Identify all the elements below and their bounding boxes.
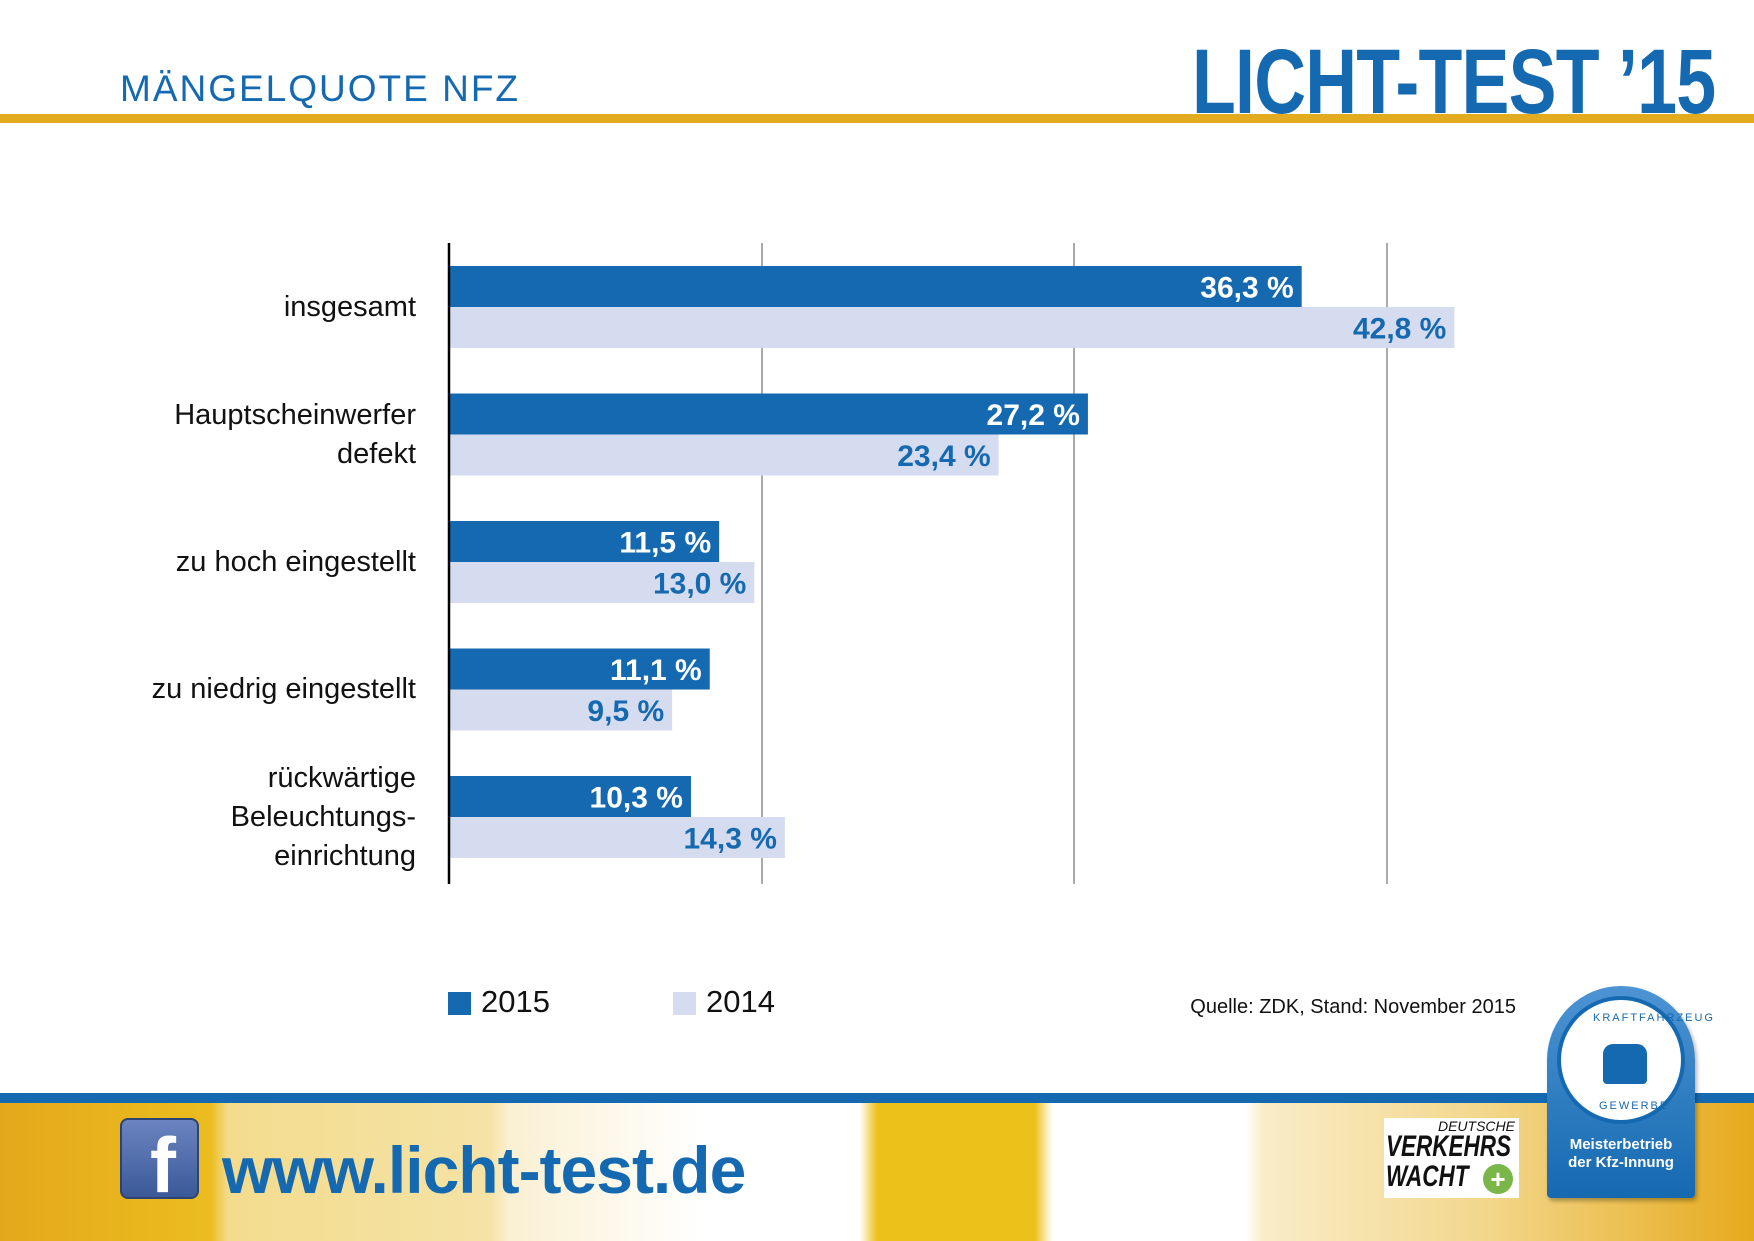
bar-2015 <box>449 393 1088 435</box>
category-label-line: Beleuchtungs- <box>230 800 416 833</box>
chart-subtitle: MÄNGELQUOTE NFZ <box>120 68 521 109</box>
data-label: 13,0 % <box>653 568 746 601</box>
bar-2014 <box>449 434 999 476</box>
header-divider <box>0 114 1754 123</box>
verkehrswacht-logo: DEUTSCHE VERKEHRS WACHT + <box>1384 1118 1519 1198</box>
dvw-line1: DEUTSCHE <box>1437 1118 1515 1134</box>
legend-label-2014: 2014 <box>706 984 775 1019</box>
bar-2015 <box>449 266 1302 307</box>
category-label: zu hoch eingestellt <box>176 543 416 582</box>
footer-stripe <box>0 1093 1754 1103</box>
plus-icon: + <box>1483 1164 1513 1194</box>
dvw-line2: VERKEHRS <box>1386 1130 1512 1163</box>
bar-2015 <box>449 776 691 817</box>
data-label: 9,5 % <box>587 695 664 728</box>
bar-2014 <box>449 307 1455 348</box>
category-label-line: zu hoch eingestellt <box>175 545 416 578</box>
category-label: Hauptscheinwerfer defekt <box>174 396 416 474</box>
car-icon <box>1603 1044 1647 1084</box>
category-label: zu niedrig eingestellt <box>152 670 416 709</box>
data-label: 42,8 % <box>1353 313 1446 346</box>
bar-2015 <box>449 648 710 690</box>
facebook-icon[interactable]: f <box>120 1118 199 1204</box>
badge-line1: Meisterbetrieb <box>1569 1136 1673 1153</box>
data-label: 23,4 % <box>897 440 990 473</box>
category-label-line: Hauptscheinwerfer <box>174 398 416 431</box>
category-label-line: rückwärtige <box>267 761 416 794</box>
legend-label-2015: 2015 <box>481 984 550 1019</box>
category-label-line: insgesamt <box>283 290 416 323</box>
data-label: 36,3 % <box>1200 272 1293 305</box>
category-label: rückwärtige Beleuchtungs-einrichtung <box>231 759 416 876</box>
source-note: Quelle: ZDK, Stand: November 2015 <box>1190 996 1516 1018</box>
dvw-line3: WACHT <box>1386 1160 1469 1193</box>
category-label-line: zu niedrig eingestellt <box>151 673 416 705</box>
data-label: 10,3 % <box>590 782 683 815</box>
data-label: 11,5 % <box>619 527 711 560</box>
seal: KRAFTFAHRZEUG GEWERBE <box>1557 996 1713 1124</box>
data-label: 27,2 % <box>987 399 1080 432</box>
bar-2014 <box>449 689 673 731</box>
seal-top-text: KRAFTFAHRZEUG <box>1593 1012 1715 1024</box>
website-link[interactable]: www.licht-test.de <box>222 1133 746 1207</box>
bar-2015 <box>449 521 720 562</box>
bar-2014 <box>449 562 755 603</box>
data-label: 14,3 % <box>684 823 777 856</box>
bar-2014 <box>449 817 785 858</box>
badge-line2: der Kfz-Innung <box>1568 1154 1674 1171</box>
legend-swatch-2015 <box>448 992 471 1015</box>
chart-svg: 36,3 % 42,8 % 27,2 % 23,4 % 11,5 % 13,0 % 11,1… <box>447 243 1455 884</box>
bar-chart: 36,3 % 42,8 % 27,2 % 23,4 % 11,5 % 13,0 % 11,1… <box>152 243 1455 884</box>
legend-swatch-2014 <box>673 992 696 1015</box>
kfz-innung-badge: KRAFTFAHRZEUG GEWERBE Meisterbetrieb der… <box>1547 986 1713 1198</box>
category-label-line: defekt <box>337 437 416 470</box>
category-label: insgesamt <box>284 288 416 327</box>
data-label: 11,1 % <box>610 654 702 687</box>
seal-bottom-text: GEWERBE <box>1599 1100 1670 1112</box>
category-label-line: einrichtung <box>274 839 416 872</box>
